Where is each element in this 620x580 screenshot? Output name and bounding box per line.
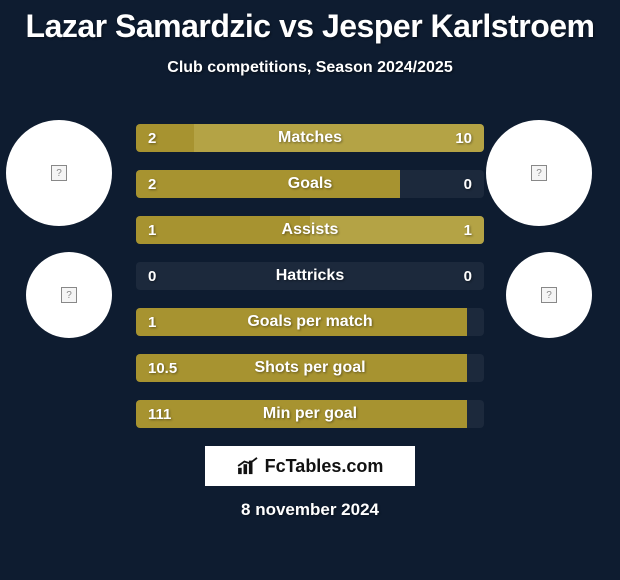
- stat-row: 111Min per goal: [136, 400, 484, 428]
- stat-row: 00Hattricks: [136, 262, 484, 290]
- comparison-title: Lazar Samardzic vs Jesper Karlstroem: [0, 0, 620, 45]
- stat-row: 11Assists: [136, 216, 484, 244]
- stat-label: Hattricks: [136, 262, 484, 290]
- player2-avatar: ?: [486, 120, 592, 226]
- stat-label: Goals: [136, 170, 484, 198]
- stat-label: Matches: [136, 124, 484, 152]
- player1-avatar: ?: [6, 120, 112, 226]
- stats-rows: 210Matches 20Goals 11Assists 00Hattricks 1Go…: [136, 124, 484, 446]
- stat-row: 20Goals: [136, 170, 484, 198]
- team1-avatar: ?: [26, 252, 112, 338]
- stat-row: 210Matches: [136, 124, 484, 152]
- chart-icon: [237, 457, 259, 475]
- date-text: 8 november 2024: [0, 500, 620, 520]
- stat-label: Shots per goal: [136, 354, 484, 382]
- team2-avatar: ?: [506, 252, 592, 338]
- stat-label: Assists: [136, 216, 484, 244]
- stat-row: 10.5Shots per goal: [136, 354, 484, 382]
- brand-badge: FcTables.com: [205, 446, 415, 486]
- image-placeholder-icon: ?: [541, 287, 557, 303]
- image-placeholder-icon: ?: [531, 165, 547, 181]
- image-placeholder-icon: ?: [61, 287, 77, 303]
- brand-text: FcTables.com: [265, 456, 384, 477]
- stat-label: Min per goal: [136, 400, 484, 428]
- image-placeholder-icon: ?: [51, 165, 67, 181]
- stat-label: Goals per match: [136, 308, 484, 336]
- stat-row: 1Goals per match: [136, 308, 484, 336]
- comparison-subtitle: Club competitions, Season 2024/2025: [0, 59, 620, 77]
